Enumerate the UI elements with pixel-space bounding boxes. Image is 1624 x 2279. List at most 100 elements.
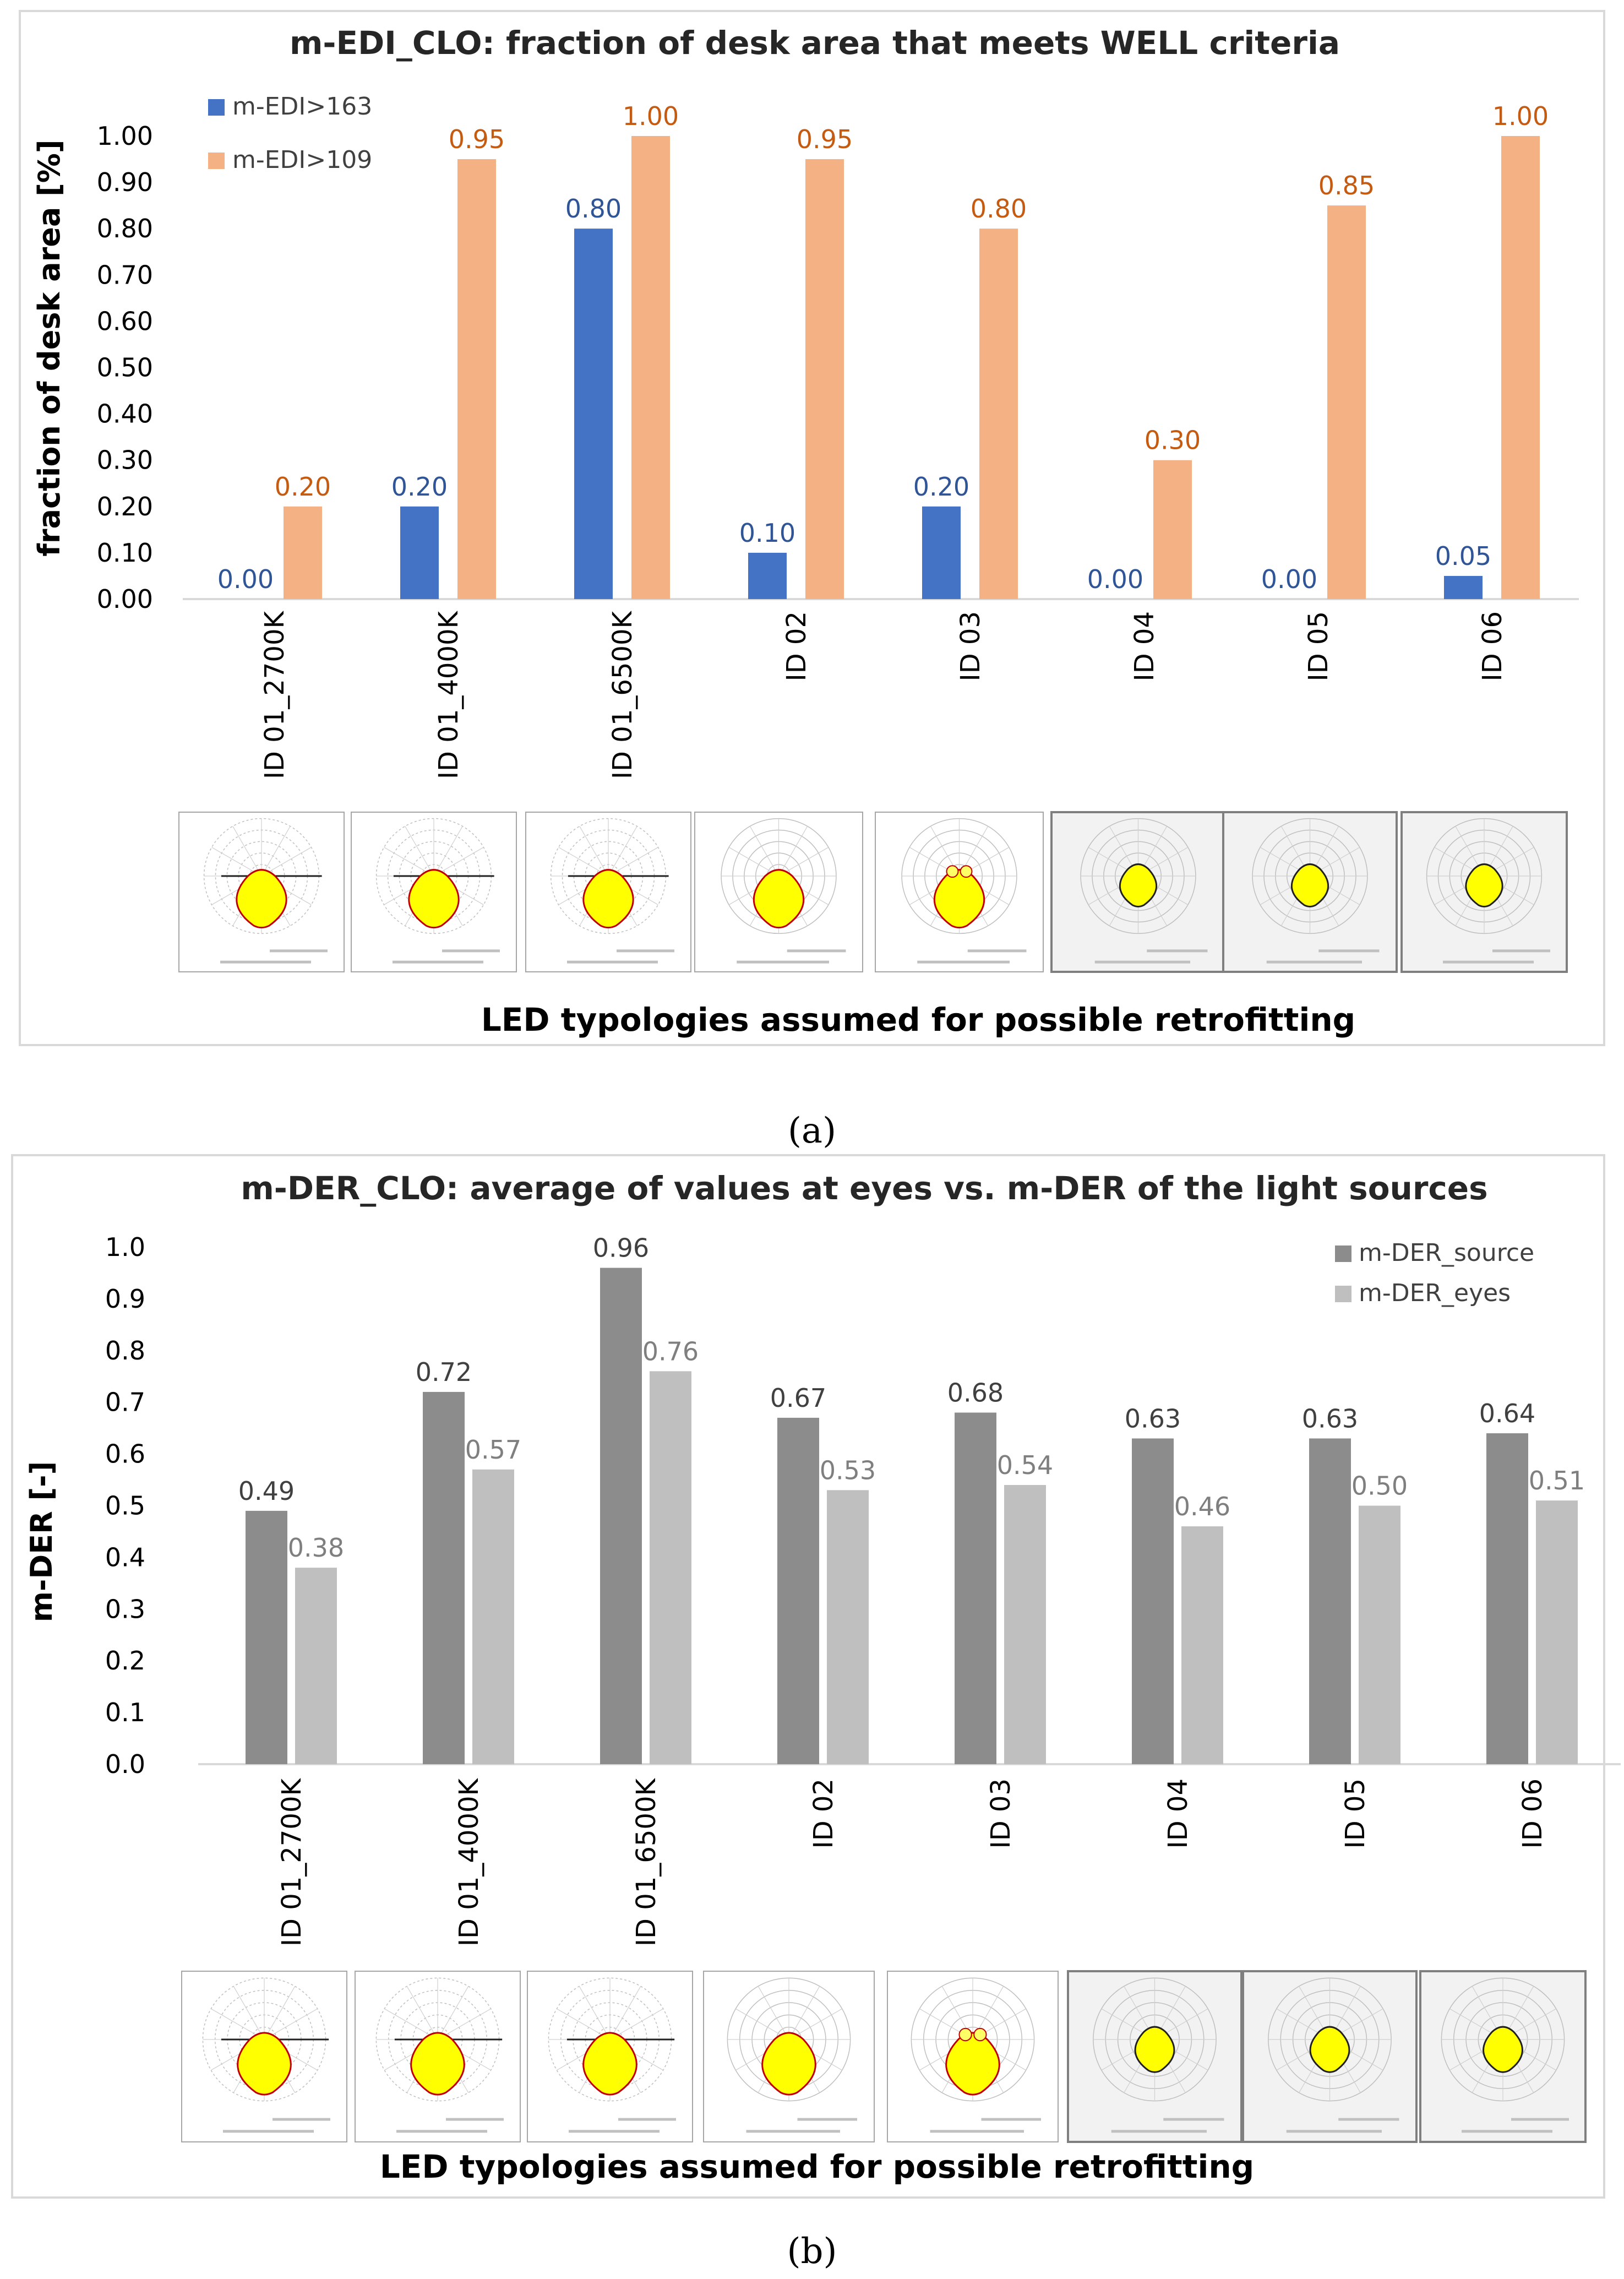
data-label-m-der-eyes-id-02: 0.53: [820, 1455, 876, 1485]
data-label-m-der-source-id-01-4000k: 0.72: [416, 1357, 472, 1387]
data-label-m-der-source-id-03: 0.68: [947, 1378, 1004, 1407]
bar-m-edi-109-id-01-4000k: [457, 159, 496, 599]
bar-m-edi-109-id-01-2700k: [284, 506, 322, 599]
bar-m-der-eyes-id-02: [827, 1490, 869, 1764]
polar-diagram-icon: [351, 812, 517, 972]
data-label-m-der-eyes-id-01-6500k: 0.76: [642, 1336, 699, 1366]
data-label-m-edi-163-id-02: 0.10: [739, 518, 795, 548]
data-label-m-der-source-id-02: 0.67: [770, 1383, 826, 1413]
strip-caption: LED typologies assumed for possible retr…: [481, 1001, 1355, 1038]
bar-m-der-source-id-03: [955, 1412, 996, 1764]
bar-m-der-eyes-id-06: [1536, 1500, 1578, 1764]
legend-label-m-der-source: m-DER_source: [1359, 1239, 1534, 1267]
x-tick-label: ID 05: [1303, 611, 1334, 681]
bar-m-der-source-id-01-4000k: [423, 1391, 465, 1764]
y-axis-ticks: 0.0 0.1 0.2 0.3 0.4 0.5 0.6 0.7 0.8 0.9 1.0: [105, 1232, 145, 1779]
polar-diagram-icon: [1400, 811, 1568, 973]
data-label-m-der-source-id-06: 0.64: [1479, 1399, 1535, 1428]
bar-m-edi-109-id-05: [1327, 205, 1366, 599]
y-tick-label: 0.80: [97, 214, 153, 243]
bar-m-der-eyes-id-03: [1004, 1484, 1046, 1764]
x-tick-label: ID 01_6500K: [607, 610, 638, 779]
x-axis-ticks: ID 01_2700K ID 01_4000K ID 01_6500K ID 02 ID…: [259, 610, 1508, 779]
data-label-m-der-source-id-01-6500k: 0.96: [593, 1233, 649, 1263]
bar-m-der-eyes-id-05: [1359, 1505, 1400, 1764]
x-tick-label: ID 05: [1340, 1778, 1371, 1848]
bar-m-edi-163-id-03: [922, 506, 961, 599]
bar-m-edi-109-id-04: [1153, 460, 1192, 599]
y-tick-label: 0.30: [97, 445, 153, 475]
y-tick-label: 1.00: [97, 121, 153, 151]
data-label-m-edi-109-id-02: 0.95: [797, 124, 853, 154]
bar-m-der-source-id-01-6500k: [600, 1268, 642, 1764]
y-tick-label: 0.90: [97, 167, 153, 197]
bar-m-der-eyes-id-01-2700k: [295, 1568, 337, 1764]
x-tick-label: ID 01_6500K: [631, 1777, 662, 1946]
data-label-m-der-source-id-04: 0.63: [1125, 1404, 1181, 1433]
chart-title: m-DER_CLO: average of values at eyes vs.…: [241, 1170, 1487, 1207]
subfigure-label-b: (b): [787, 2231, 837, 2272]
data-label-m-der-eyes-id-03: 0.54: [997, 1450, 1053, 1480]
y-tick-label: 0.3: [105, 1594, 145, 1624]
bar-m-der-source-id-02: [777, 1417, 819, 1764]
data-label-m-der-eyes-id-05: 0.50: [1351, 1471, 1408, 1501]
data-label-m-edi-109-id-06: 1.00: [1492, 101, 1549, 131]
polar-diagram-icon: [1242, 1970, 1418, 2143]
y-tick-label: 0.0: [105, 1749, 145, 1779]
polar-diagram-icon: [181, 1971, 347, 2142]
bar-m-edi-109-id-06: [1501, 136, 1540, 599]
x-tick-label: ID 02: [808, 1778, 839, 1848]
data-label-m-edi-163-id-05: 0.00: [1261, 564, 1317, 594]
polar-diagram-icon: [1067, 1970, 1242, 2143]
data-label-m-edi-163-id-06: 0.05: [1435, 541, 1491, 571]
y-tick-label: 0.6: [105, 1439, 145, 1469]
y-tick-label: 0.9: [105, 1284, 145, 1314]
data-label-m-der-source-id-01-2700k: 0.49: [238, 1476, 295, 1506]
data-label-m-edi-109-id-01-4000k: 0.95: [449, 124, 505, 154]
legend-swatch-m-edi-163: [208, 99, 225, 116]
x-tick-label: ID 04: [1129, 611, 1160, 681]
x-tick-label: ID 01_4000K: [433, 610, 464, 779]
chart-title: m-EDI_CLO: fraction of desk area that me…: [290, 24, 1340, 62]
data-label-m-der-eyes-id-01-2700k: 0.38: [288, 1533, 344, 1563]
bar-m-edi-109-id-03: [979, 229, 1018, 599]
bar-m-der-eyes-id-01-4000k: [472, 1469, 514, 1764]
bar-m-der-source-id-05: [1309, 1438, 1351, 1764]
x-tick-label: ID 06: [1477, 611, 1508, 681]
bar-m-der-eyes-id-01-6500k: [650, 1371, 691, 1764]
y-tick-label: 0.40: [97, 399, 153, 429]
bar-group: [246, 1268, 1578, 1764]
polar-diagram-icon: [703, 1971, 875, 2142]
data-label-m-edi-109-id-05: 0.85: [1318, 171, 1375, 200]
x-tick-label: ID 03: [985, 1778, 1016, 1848]
y-axis-title: fraction of desk area [%]: [32, 139, 67, 556]
y-tick-label: 0.2: [105, 1646, 145, 1676]
photometric-strip: [178, 811, 1568, 973]
subfigure-label-a: (a): [788, 1111, 836, 1151]
legend-label-m-edi-109: m-EDI>109: [232, 146, 372, 174]
x-tick-label: ID 01_4000K: [454, 1777, 484, 1946]
y-tick-label: 0.20: [97, 492, 153, 521]
y-tick-label: 0.7: [105, 1388, 145, 1417]
y-tick-label: 1.0: [105, 1232, 145, 1262]
bar-m-edi-163-id-01-4000k: [400, 506, 439, 599]
data-label-m-edi-163-id-03: 0.20: [913, 472, 969, 502]
x-tick-label: ID 06: [1517, 1778, 1548, 1848]
legend-swatch-m-edi-109: [208, 153, 225, 169]
x-tick-label: ID 01_2700K: [276, 1777, 307, 1946]
y-tick-label: 0.1: [105, 1698, 145, 1727]
legend-label-m-der-eyes: m-DER_eyes: [1359, 1279, 1511, 1307]
y-tick-label: 0.5: [105, 1491, 145, 1521]
bar-m-der-source-id-01-2700k: [246, 1510, 287, 1764]
bar-m-der-eyes-id-04: [1181, 1526, 1223, 1764]
x-tick-label: ID 04: [1163, 1778, 1194, 1848]
x-tick-label: ID 02: [781, 611, 812, 681]
legend-swatch-m-der-source: [1335, 1245, 1351, 1262]
y-tick-label: 0.50: [97, 353, 153, 383]
x-tick-label: ID 01_2700K: [259, 610, 290, 779]
y-tick-label: 0.8: [105, 1336, 145, 1366]
y-tick-label: 0.10: [97, 538, 153, 568]
bar-m-edi-163-id-02: [748, 552, 787, 599]
polar-diagram-icon: [178, 812, 345, 972]
polar-diagram-icon: [875, 812, 1044, 972]
